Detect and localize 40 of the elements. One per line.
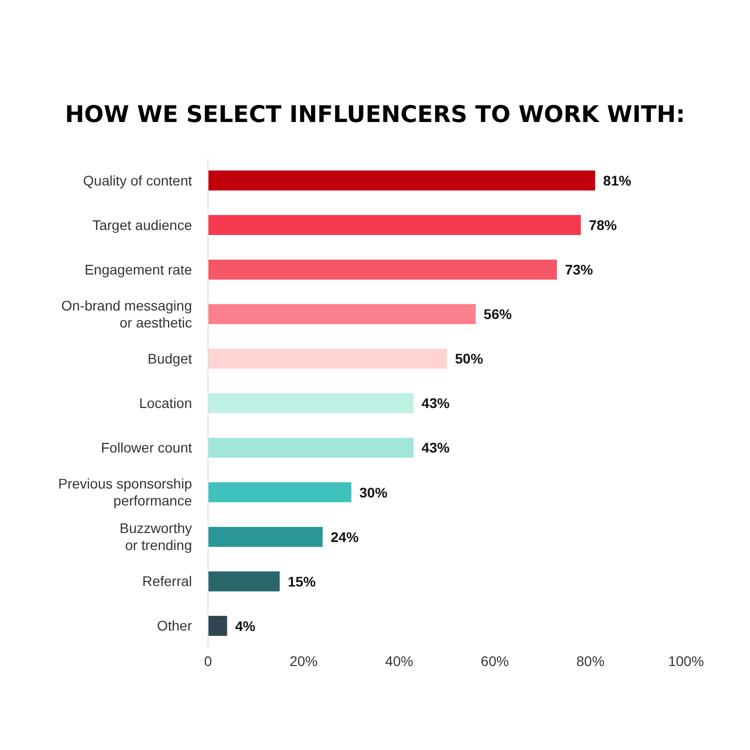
data-label: 30% bbox=[359, 484, 388, 500]
x-tick-label: 60% bbox=[480, 652, 509, 669]
bar bbox=[208, 304, 476, 324]
data-label: 4% bbox=[235, 618, 256, 634]
bar bbox=[208, 260, 557, 280]
data-label: 43% bbox=[422, 395, 450, 412]
y-tick-label: Other bbox=[156, 618, 192, 634]
y-tick-label: Quality of content bbox=[83, 172, 192, 188]
data-label: 24% bbox=[330, 528, 360, 545]
data-label: 43% bbox=[422, 440, 450, 456]
data-label: 56% bbox=[484, 306, 512, 322]
bar bbox=[208, 526, 323, 547]
y-tick-label: Target audience bbox=[92, 216, 192, 233]
y-tick-label: Budget bbox=[148, 350, 192, 366]
bar bbox=[208, 170, 596, 190]
y-tick-label: Location bbox=[139, 395, 192, 411]
x-tick-label: 100% bbox=[668, 652, 704, 669]
bar bbox=[208, 482, 352, 502]
y-tick-label: Referral bbox=[142, 573, 192, 590]
y-tick-label: Buzzworthy or trending bbox=[120, 520, 192, 554]
data-label: 15% bbox=[288, 573, 316, 590]
x-tick-label: 40% bbox=[385, 652, 414, 669]
data-label: 78% bbox=[588, 216, 618, 233]
data-label: 50% bbox=[455, 350, 484, 367]
bar bbox=[208, 348, 447, 369]
y-tick-label: On-brand messaging or aesthetic bbox=[61, 297, 192, 330]
bar bbox=[208, 438, 414, 458]
bar bbox=[208, 571, 280, 592]
data-label: 73% bbox=[564, 262, 594, 278]
x-tick-label: 80% bbox=[576, 652, 604, 669]
bar bbox=[208, 215, 581, 236]
data-label: 81% bbox=[603, 172, 632, 188]
x-tick-label: 20% bbox=[290, 652, 318, 669]
bar bbox=[208, 616, 228, 636]
y-tick-label: Engagement rate bbox=[84, 261, 192, 278]
bar bbox=[208, 393, 414, 414]
x-tick-label: 0 bbox=[204, 652, 212, 669]
y-tick-label: Previous sponsorship performance bbox=[58, 476, 192, 509]
chart-title: HOW WE SELECT INFLUENCERS TO WORK WITH: bbox=[64, 101, 686, 130]
y-tick-label: Follower count bbox=[100, 440, 192, 456]
